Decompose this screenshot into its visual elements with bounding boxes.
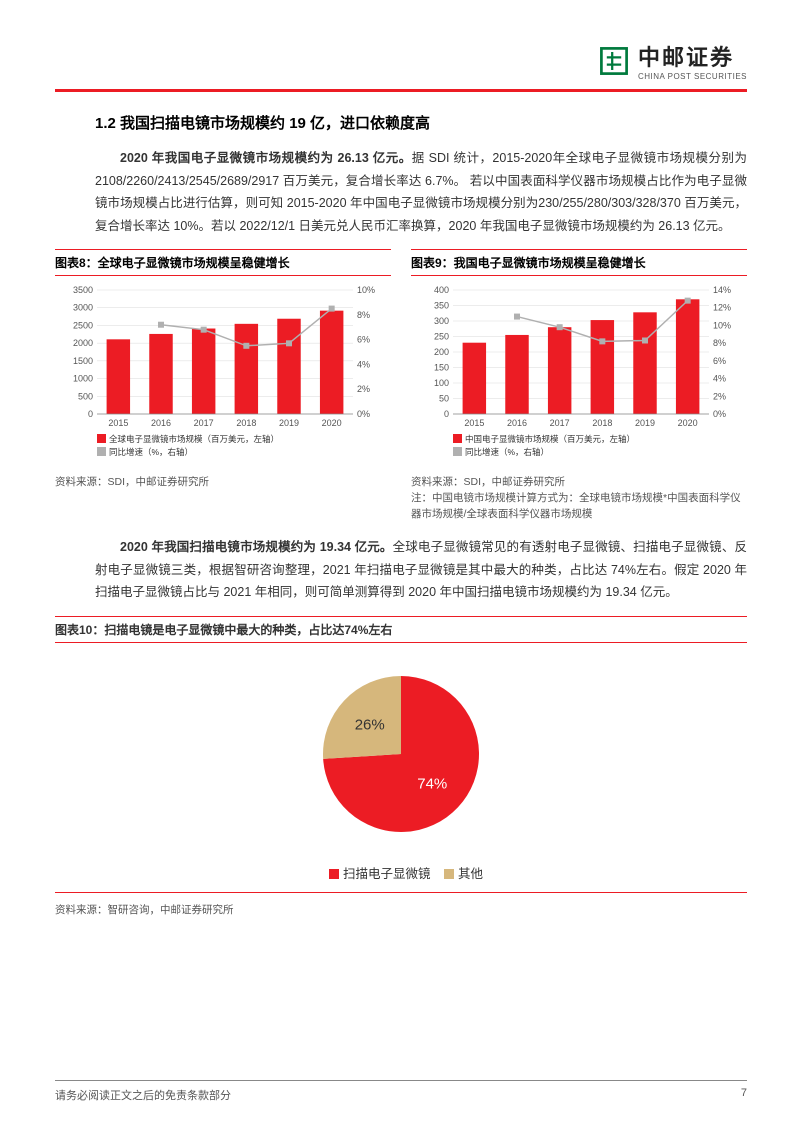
page-footer: 请务必阅读正文之后的免责条款部分 7 <box>55 1080 747 1103</box>
svg-text:26%: 26% <box>355 716 385 733</box>
chart10-svg: 74% 26% <box>291 659 511 859</box>
china-post-icon <box>596 43 632 79</box>
section-title: 1.2 我国扫描电镜市场规模约 19 亿，进口依赖度高 <box>95 112 747 133</box>
svg-text:同比增速（%，右轴）: 同比增速（%，右轴） <box>465 447 549 457</box>
paragraph-1: 2020 年我国电子显微镜市场规模约为 26.13 亿元。据 SDI 统计，20… <box>95 147 747 237</box>
svg-text:2%: 2% <box>713 391 726 401</box>
svg-text:2015: 2015 <box>464 418 484 428</box>
svg-text:2019: 2019 <box>279 418 299 428</box>
chart-row: 图表8：全球电子显微镜市场规模呈稳健增长 0500100015002000250… <box>55 249 747 522</box>
svg-text:350: 350 <box>434 301 449 311</box>
logo-text-cn: 中邮证券 <box>638 40 747 72</box>
page-header: 中邮证券 CHINA POST SECURITIES <box>55 40 747 92</box>
svg-text:74%: 74% <box>417 775 447 792</box>
svg-text:4%: 4% <box>357 359 370 369</box>
chart9-source: 资料来源：SDI，中邮证券研究所 注：中国电镜市场规模计算方式为：全球电镜市场规… <box>411 471 747 522</box>
legend-swatch-1 <box>329 869 339 879</box>
svg-text:500: 500 <box>78 391 93 401</box>
logo-text-en: CHINA POST SECURITIES <box>638 72 747 81</box>
chart8-source: 资料来源：SDI，中邮证券研究所 <box>55 471 391 491</box>
paragraph-2: 2020 年我国扫描电镜市场规模约为 19.34 亿元。全球电子显微镜常见的有透… <box>95 536 747 604</box>
svg-text:10%: 10% <box>713 320 731 330</box>
chart9-svg: 0 50 100 150 200 250 300 350 400 0% 2% 4% 6% 8% 10% 12%… <box>411 282 747 462</box>
svg-text:200: 200 <box>434 347 449 357</box>
svg-text:300: 300 <box>434 316 449 326</box>
legend-swatch-2 <box>444 869 454 879</box>
svg-text:8%: 8% <box>357 310 370 320</box>
svg-text:2000: 2000 <box>73 338 93 348</box>
svg-text:2015: 2015 <box>108 418 128 428</box>
svg-text:1000: 1000 <box>73 374 93 384</box>
svg-text:2016: 2016 <box>151 418 171 428</box>
svg-text:2020: 2020 <box>322 418 342 428</box>
svg-text:2018: 2018 <box>592 418 612 428</box>
svg-text:0: 0 <box>444 409 449 419</box>
svg-text:6%: 6% <box>357 335 370 345</box>
svg-text:6%: 6% <box>713 356 726 366</box>
svg-text:400: 400 <box>434 285 449 295</box>
svg-text:2018: 2018 <box>236 418 256 428</box>
svg-text:2020: 2020 <box>678 418 698 428</box>
svg-text:2019: 2019 <box>635 418 655 428</box>
svg-text:0%: 0% <box>713 409 726 419</box>
svg-text:1500: 1500 <box>73 356 93 366</box>
chart-8-box: 图表8：全球电子显微镜市场规模呈稳健增长 0 500 1000 1500 2000 250… <box>55 249 391 522</box>
svg-text:8%: 8% <box>713 338 726 348</box>
brand-logo: 中邮证券 CHINA POST SECURITIES <box>596 40 747 81</box>
svg-text:2017: 2017 <box>550 418 570 428</box>
svg-text:250: 250 <box>434 332 449 342</box>
legend-label-1: 扫描电子显微镜 <box>343 867 431 881</box>
svg-text:4%: 4% <box>713 374 726 384</box>
chart8-svg: 0 500 1000 1500 2000 2500 3000 3500 0% 2% 4% 6% 8% 10… <box>55 282 391 462</box>
svg-text:0: 0 <box>88 409 93 419</box>
svg-text:14%: 14% <box>713 285 731 295</box>
legend-label-2: 其他 <box>458 867 483 881</box>
svg-text:2500: 2500 <box>73 320 93 330</box>
chart-9-box: 图表9：我国电子显微镜市场规模呈稳健增长 0 50 100 150 200 250 300 3… <box>411 249 747 522</box>
svg-text:3500: 3500 <box>73 285 93 295</box>
chart10-title: 图表10：扫描电镜是电子显微镜中最大的种类，占比达74%左右 <box>55 616 747 643</box>
chart8-title: 图表8：全球电子显微镜市场规模呈稳健增长 <box>55 249 391 276</box>
svg-text:12%: 12% <box>713 303 731 313</box>
chart9-title: 图表9：我国电子显微镜市场规模呈稳健增长 <box>411 249 747 276</box>
chart10-container: 74% 26% 扫描电子显微镜 其他 <box>55 649 747 893</box>
svg-text:10%: 10% <box>357 285 375 295</box>
svg-text:150: 150 <box>434 363 449 373</box>
svg-text:同比增速（%，右轴）: 同比增速（%，右轴） <box>109 447 193 457</box>
svg-text:3000: 3000 <box>73 303 93 313</box>
svg-text:2016: 2016 <box>507 418 527 428</box>
svg-text:50: 50 <box>439 394 449 404</box>
svg-text:2%: 2% <box>357 384 370 394</box>
chart9-source-line: 资料来源：SDI，中邮证券研究所 <box>411 475 747 491</box>
para1-bold: 2020 年我国电子显微镜市场规模约为 26.13 亿元。 <box>120 151 412 165</box>
svg-text:中国电子显微镜市场规模（百万美元，左轴）: 中国电子显微镜市场规模（百万美元，左轴） <box>465 434 635 444</box>
chart10-source: 资料来源：智研咨询，中邮证券研究所 <box>55 899 747 919</box>
footer-page-number: 7 <box>741 1087 747 1103</box>
chart9-note: 注：中国电镜市场规模计算方式为：全球电镜市场规模*中国表面科学仪器市场规模/全球… <box>411 491 747 523</box>
svg-text:0%: 0% <box>357 409 370 419</box>
svg-text:全球电子显微镜市场规模（百万美元，左轴）: 全球电子显微镜市场规模（百万美元，左轴） <box>109 434 279 444</box>
footer-disclaimer: 请务必阅读正文之后的免责条款部分 <box>55 1087 231 1103</box>
svg-text:2017: 2017 <box>194 418 214 428</box>
svg-text:100: 100 <box>434 378 449 388</box>
chart10-legend: 扫描电子显微镜 其他 <box>319 863 483 882</box>
para2-bold: 2020 年我国扫描电镜市场规模约为 19.34 亿元。 <box>120 540 393 554</box>
